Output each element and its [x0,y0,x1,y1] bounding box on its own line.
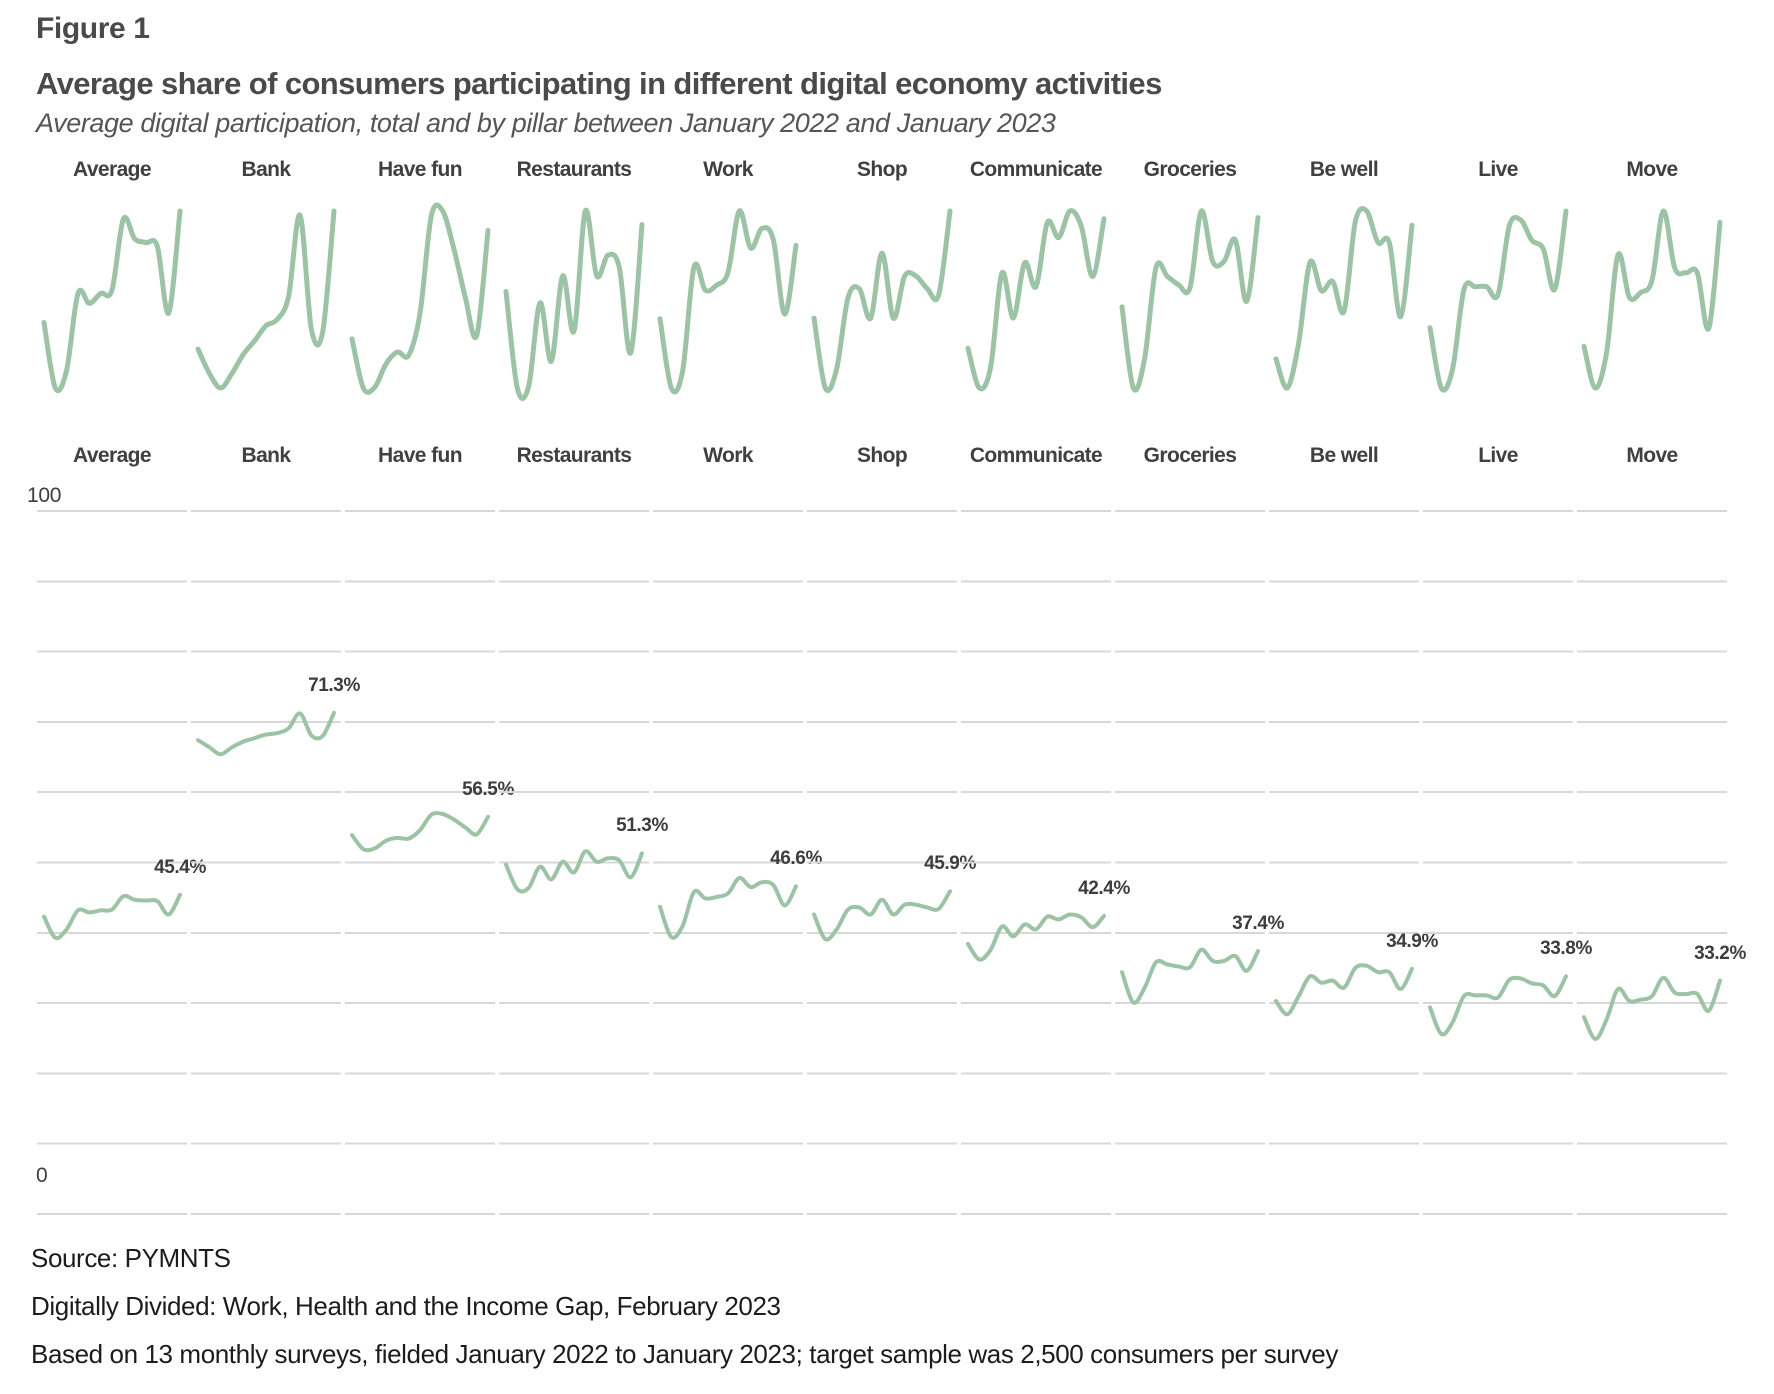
figure-label: Figure 1 [36,12,150,45]
facet-label: Live [1478,158,1518,181]
sparkline-average [37,184,187,418]
facet-label: Shop [856,444,908,467]
facet-label: Average [73,158,152,181]
chart-panel-restaurants: 51.3% [499,510,668,1216]
chart-panel-live: 33.8% [1423,510,1592,1216]
end-value-label: 45.9% [924,853,976,875]
end-value-label: 71.3% [308,674,360,696]
facet-label: Have fun [378,158,462,181]
facet-label: Work [703,444,753,467]
sparkline-groceries [1115,184,1265,418]
sparkline-bank [191,184,341,418]
sparkline-move [1577,184,1727,418]
source-line: Source: PYMNTS [31,1243,231,1273]
end-value-label: 33.8% [1540,938,1592,960]
sparkline-restaurants [499,184,649,418]
chart-panel-bank: 71.3% [191,510,360,1216]
sparkline-communicate [961,184,1111,418]
facet-label: Bank [241,444,292,467]
methodology-line: Based on 13 monthly surveys, fielded Jan… [31,1339,1338,1369]
sparkline-have-fun [345,184,495,418]
facet-label: Be well [1309,158,1379,181]
facet-label: Average [73,444,152,467]
y-axis-max-label: 100 [27,484,62,507]
facet-label: Work [703,158,753,181]
sparkline-shop [807,184,957,418]
facet-label: Move [1626,158,1678,181]
end-value-label: 33.2% [1694,942,1746,964]
facet-label: Have fun [378,444,462,467]
facet-label: Shop [856,158,908,181]
chart-panel-shop: 45.9% [807,510,976,1216]
facet-label: Bank [241,158,292,181]
facet-label: Move [1626,444,1678,467]
scaled-chart-header-row: Average Bank Have fun Restaurants Work Shop Co… [37,444,1727,468]
chart-panel-be-well: 34.9% [1269,510,1438,1216]
report-title-line: Digitally Divided: Work, Health and the … [31,1291,781,1321]
end-value-label: 34.9% [1386,930,1438,952]
end-value-label: 51.3% [616,815,668,837]
chart-panel-work: 46.6% [653,510,822,1216]
chart-panel-communicate: 42.4% [961,510,1130,1216]
end-value-label: 56.5% [462,778,514,800]
facet-label: Communicate [969,444,1103,467]
chart-panel-average: 45.4% [37,510,206,1216]
page-title: Average share of consumers participating… [36,66,1162,101]
facet-label: Groceries [1143,158,1237,181]
facet-label: Live [1478,444,1518,467]
figure-subtitle: Average digital participation, total and… [36,108,1056,138]
end-value-label: 42.4% [1078,877,1130,899]
sparkline-work [653,184,803,418]
sparkline-live [1423,184,1573,418]
chart-panel-have-fun: 56.5% [345,510,514,1216]
sparkline-header-row: Average Bank Have fun Restaurants Work Shop Co… [37,158,1727,182]
scaled-chart-row: 45.4% 71.3% 56.5% 51.3% 46.6% 45.9% 42.4% 37.4%… [37,510,1746,1216]
source-note: Source: PYMNTS Digitally Divided: Work, … [31,1243,1338,1387]
facet-label: Restaurants [516,158,632,181]
chart-panel-move: 33.2% [1577,510,1746,1216]
sparkline-be-well [1269,184,1419,418]
y-axis-min-label: 0 [36,1164,48,1187]
facet-label: Groceries [1143,444,1237,467]
chart-panel-groceries: 37.4% [1115,510,1284,1216]
end-value-label: 46.6% [770,848,822,870]
facet-label: Be well [1309,444,1379,467]
facet-label: Restaurants [516,444,632,467]
end-value-label: 37.4% [1232,913,1284,935]
facet-label: Communicate [969,158,1103,181]
sparkline-row [37,184,1727,418]
